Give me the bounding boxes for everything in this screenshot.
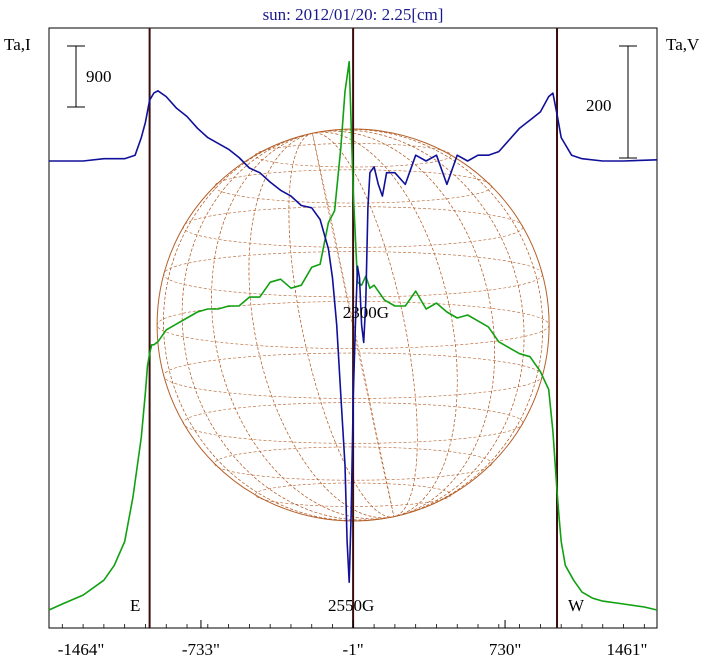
scale-bar-v-label: 200 xyxy=(586,96,612,115)
data-series xyxy=(48,60,658,611)
annotation-label: 2300G xyxy=(343,303,389,322)
x-tick-label: -1" xyxy=(343,640,364,659)
longitude-line xyxy=(163,128,544,522)
annotation-label: 2550G xyxy=(328,596,374,615)
east-limb-label: E xyxy=(130,596,140,615)
west-limb-label: W xyxy=(568,596,585,615)
limb-lines xyxy=(148,28,559,628)
x-axis: -1464" -733" -1" 730" 1461" xyxy=(48,620,658,659)
series-line-V xyxy=(49,90,658,584)
annotations: 2300G 2550G xyxy=(328,303,389,615)
longitude-line xyxy=(211,130,495,520)
y-label-right: Ta,V xyxy=(666,35,700,54)
y-label-left: Ta,I xyxy=(4,35,31,54)
x-tick-label: -733" xyxy=(182,640,220,659)
scale-bar-i-label: 900 xyxy=(86,67,112,86)
x-tick-label: -1464" xyxy=(58,640,105,659)
scale-bar-v xyxy=(619,45,637,159)
scale-bar-i xyxy=(67,45,85,108)
x-tick-label: 730" xyxy=(489,640,521,659)
chart-title: sun: 2012/01/20: 2.25[cm] xyxy=(263,5,444,24)
series-line-I xyxy=(48,60,658,611)
latitude-line xyxy=(254,143,452,168)
latitude-line xyxy=(254,482,452,507)
x-tick-label: 1461" xyxy=(607,640,648,659)
